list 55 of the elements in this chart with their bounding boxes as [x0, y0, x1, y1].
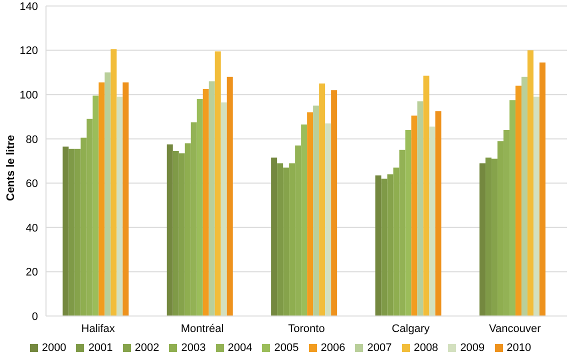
legend-label: 2007 [367, 342, 392, 354]
bar [208, 81, 215, 316]
legend-label: 2004 [228, 342, 252, 354]
legend-label: 2002 [134, 342, 160, 354]
bar [98, 82, 105, 316]
legend-label: 2001 [88, 342, 113, 354]
y-tick-label: 100 [20, 89, 38, 102]
bar [515, 86, 522, 316]
bar [62, 146, 69, 316]
legend-label: 2006 [320, 342, 346, 354]
bar [116, 96, 123, 316]
legend-label: 2009 [460, 342, 485, 354]
bar [435, 111, 442, 316]
legend-label: 2000 [42, 342, 66, 354]
x-tick-label: Toronto [288, 322, 325, 335]
y-tick-label: 80 [26, 134, 38, 146]
bar [313, 106, 320, 316]
bar [122, 82, 129, 316]
bar [202, 89, 209, 316]
y-axis-title: Cents le litre [4, 134, 17, 201]
x-tick-label: Calgary [392, 322, 430, 335]
y-tick-label: 20 [26, 266, 38, 279]
bar [527, 50, 534, 316]
bar [104, 72, 111, 316]
bar [533, 96, 540, 316]
bar [429, 126, 436, 316]
bar [417, 101, 424, 316]
bar [307, 112, 314, 316]
legend-label: 2005 [274, 342, 299, 354]
y-tick-label: 60 [26, 178, 38, 190]
x-tick-label: Vancouver [489, 322, 542, 335]
bar [325, 123, 332, 316]
x-tick-label: Montréal [180, 322, 224, 335]
bar [423, 76, 430, 316]
legend-label: 2003 [181, 342, 206, 354]
legend-label: 2008 [414, 342, 438, 354]
legend-label: 2010 [506, 342, 532, 354]
bar [375, 175, 382, 316]
bar [110, 49, 117, 316]
bar [331, 90, 338, 316]
bar [479, 163, 486, 316]
y-tick-label: 140 [20, 0, 38, 13]
y-tick-label: 40 [26, 222, 38, 234]
y-tick-label: 0 [32, 310, 38, 323]
bar [319, 84, 326, 316]
y-tick-label: 120 [20, 45, 38, 58]
bar [226, 76, 233, 316]
bar [166, 144, 173, 316]
bar [411, 116, 418, 316]
bar [539, 62, 546, 316]
bar [214, 51, 221, 316]
bar [521, 76, 528, 316]
x-tick-label: Halifax [81, 322, 116, 335]
bar [271, 158, 278, 316]
bar [220, 102, 227, 316]
